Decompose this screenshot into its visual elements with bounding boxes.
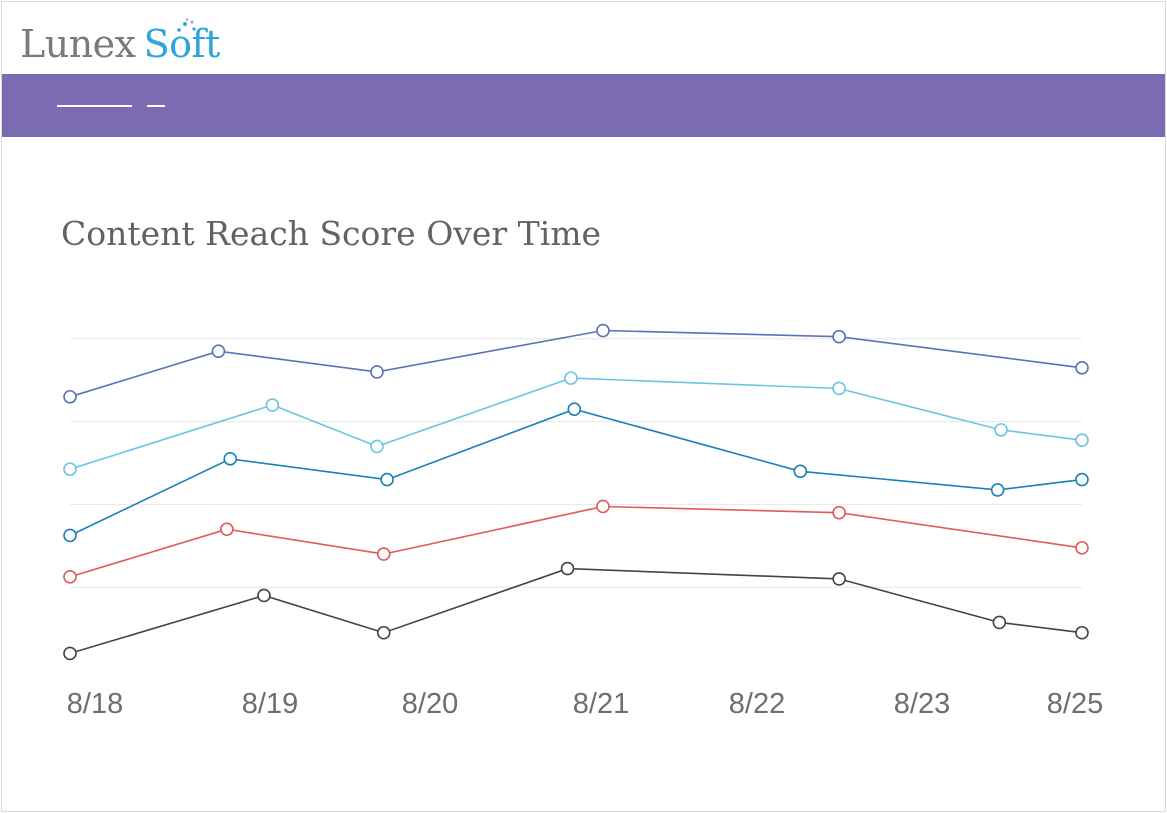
- series-points: [63, 323, 1089, 661]
- series-2-point-5[interactable]: [832, 381, 846, 396]
- series-4-point-6[interactable]: [1075, 541, 1089, 555]
- logo-dots-icon: [176, 18, 196, 32]
- x-tick-label-5: 8/22: [729, 688, 785, 720]
- x-tick-label-4: 8/21: [573, 688, 629, 720]
- series-1-point-3[interactable]: [370, 365, 384, 379]
- series-1-point-6[interactable]: [1075, 360, 1089, 375]
- series-1-point-4[interactable]: [596, 323, 610, 338]
- series-line-5: [69, 567, 1083, 655]
- logo-text-part2: Soft: [143, 18, 221, 66]
- series-3-point-4[interactable]: [567, 402, 582, 416]
- series-3-point-7[interactable]: [1075, 472, 1089, 487]
- x-tick-label-1: 8/18: [67, 688, 123, 720]
- lunexsoft-logo[interactable]: Lunex Soft: [20, 16, 220, 72]
- series-2-point-3[interactable]: [370, 439, 384, 454]
- x-tick-label-2: 8/19: [242, 688, 298, 720]
- logo-text-part1: Lunex: [20, 22, 136, 66]
- series-4-point-4[interactable]: [596, 499, 610, 514]
- series-5-point-7[interactable]: [1075, 625, 1089, 640]
- chart-title: Content Reach Score Over Time: [61, 214, 602, 253]
- series-4-point-2[interactable]: [220, 522, 234, 537]
- series-3-point-1[interactable]: [63, 528, 77, 543]
- series-3-point-3[interactable]: [380, 472, 394, 487]
- series-5-point-6[interactable]: [992, 615, 1007, 630]
- series-2-point-4[interactable]: [564, 371, 578, 385]
- nav-link-1[interactable]: [57, 105, 132, 107]
- x-tick-label-7: 8/25: [1047, 688, 1103, 720]
- series-line-3: [69, 408, 1083, 537]
- series-line-4: [69, 505, 1083, 578]
- grid-lines: [70, 338, 1082, 588]
- series-line-1: [69, 329, 1083, 398]
- series-1-point-5[interactable]: [832, 329, 846, 344]
- x-axis-tick-labels: 8/18 8/19 8/20 8/21 8/22 8/23 8/25: [67, 688, 1103, 720]
- x-tick-label-3: 8/20: [402, 688, 458, 720]
- series-2-point-1[interactable]: [63, 462, 77, 477]
- series-2-point-6[interactable]: [994, 423, 1008, 437]
- top-nav-bar: [2, 74, 1165, 137]
- series-line-2: [69, 377, 1083, 470]
- series-1-point-1[interactable]: [63, 389, 77, 404]
- series-5-point-1[interactable]: [63, 646, 77, 661]
- series-4-point-3[interactable]: [376, 547, 391, 561]
- logo-text-part2-label: Soft: [143, 22, 221, 66]
- series-5-point-3[interactable]: [376, 625, 391, 640]
- nav-link-2[interactable]: [147, 105, 165, 107]
- series-3-point-5[interactable]: [793, 464, 808, 479]
- x-tick-label-6: 8/23: [894, 688, 950, 720]
- series-1-point-2[interactable]: [211, 344, 226, 359]
- series-3-point-6[interactable]: [990, 483, 1005, 497]
- series-3-point-2[interactable]: [223, 452, 238, 466]
- series-4-point-1[interactable]: [63, 570, 77, 584]
- series-4-point-5[interactable]: [832, 505, 846, 520]
- series-2-point-2[interactable]: [265, 398, 280, 412]
- series-5-point-4[interactable]: [560, 561, 575, 576]
- series-2-point-7[interactable]: [1075, 433, 1089, 448]
- series-5-point-5[interactable]: [832, 572, 846, 586]
- series-5-point-2[interactable]: [257, 588, 271, 603]
